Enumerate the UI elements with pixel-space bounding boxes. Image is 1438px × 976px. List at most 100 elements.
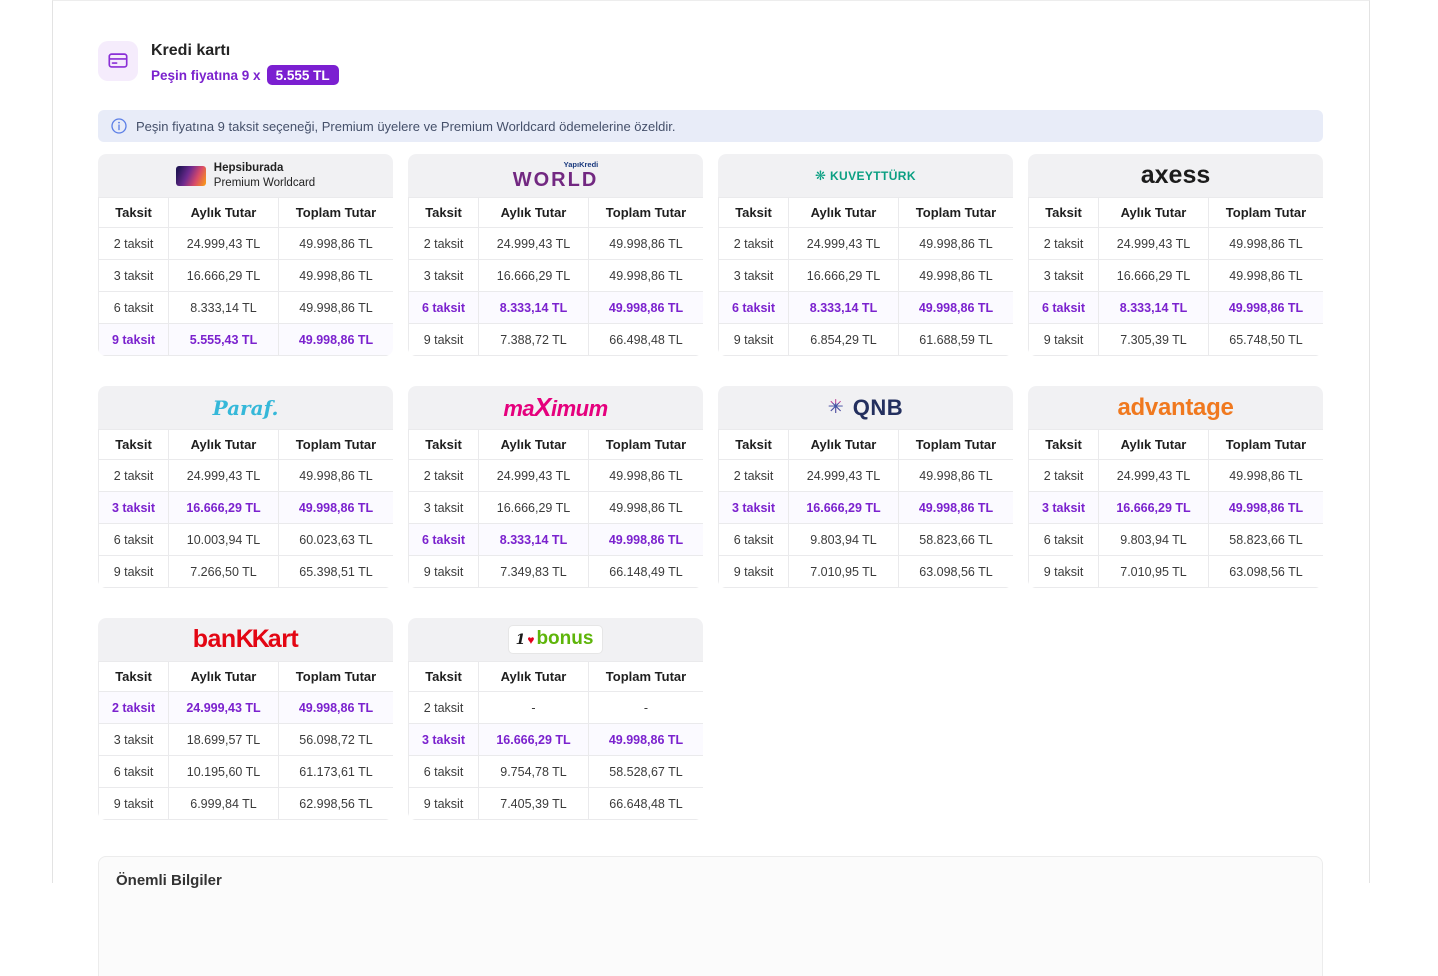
- bank-card-paraf: Paraf. Taksit Aylık Tutar Toplam Tutar 2 tak…: [98, 386, 393, 588]
- taksit-cell: 3 taksit: [718, 491, 789, 524]
- aylik-tutar-cell: 7.305,39 TL: [1098, 323, 1209, 356]
- installment-row: 2 taksit 24.999,43 TL 49.998,86 TL: [98, 227, 393, 260]
- bank-card-premium-worldcard: Hepsiburada Premium Worldcard Taksit Aylık …: [98, 154, 393, 356]
- toplam-tutar-cell: 49.998,86 TL: [588, 259, 703, 292]
- bankkart-logo: banKKart: [193, 625, 299, 654]
- taksit-cell: 9 taksit: [408, 323, 479, 356]
- aylik-tutar-cell: 24.999,43 TL: [478, 459, 589, 492]
- taksit-cell: 2 taksit: [1028, 459, 1099, 492]
- installment-row: 3 taksit 16.666,29 TL 49.998,86 TL: [408, 259, 703, 292]
- aylik-tutar-cell: 8.333,14 TL: [478, 291, 589, 324]
- installment-row: 9 taksit 7.010,95 TL 63.098,56 TL: [1028, 555, 1323, 588]
- taksit-cell: 2 taksit: [718, 459, 789, 492]
- column-header-row: Taksit Aylık Tutar Toplam Tutar: [1028, 197, 1323, 228]
- column-header: Toplam Tutar: [898, 429, 1013, 460]
- installment-price-badge: 5.555 TL: [266, 65, 339, 85]
- logo-line2: Premium Worldcard: [213, 176, 316, 189]
- bank-card-kuveytturk: ❋ KUVEYTTÜRK Taksit Aylık Tutar Toplam Tutar…: [718, 154, 1013, 356]
- column-header-row: Taksit Aylık Tutar Toplam Tutar: [718, 197, 1013, 228]
- column-header: Aylık Tutar: [478, 429, 589, 460]
- installment-row: 2 taksit 24.999,43 TL 49.998,86 TL: [1028, 459, 1323, 492]
- premium-worldcard-logo: Hepsiburada Premium Worldcard: [175, 161, 315, 190]
- toplam-tutar-cell: 49.998,86 TL: [898, 491, 1013, 524]
- taksit-cell: 2 taksit: [408, 691, 479, 724]
- column-header: Taksit: [718, 429, 789, 460]
- taksit-cell: 2 taksit: [98, 227, 169, 260]
- taksit-cell: 9 taksit: [1028, 323, 1099, 356]
- installment-options-panel: Kredi kartı Peşin fiyatına 9 x 5.555 TL …: [52, 0, 1370, 976]
- installment-row: 9 taksit 7.266,50 TL 65.398,51 TL: [98, 555, 393, 588]
- installment-row: 3 taksit 16.666,29 TL 49.998,86 TL: [1028, 259, 1323, 292]
- installment-table-qnb: Taksit Aylık Tutar Toplam Tutar 2 taksit 24.…: [718, 429, 1013, 588]
- taksit-cell: 9 taksit: [718, 555, 789, 588]
- important-info-title: Önemli Bilgiler: [116, 872, 222, 889]
- taksit-cell: 6 taksit: [98, 523, 169, 556]
- aylik-tutar-cell: 16.666,29 TL: [1098, 491, 1209, 524]
- aylik-tutar-cell: 9.754,78 TL: [478, 755, 589, 788]
- installment-table-paraf: Taksit Aylık Tutar Toplam Tutar 2 taksit 24.…: [98, 429, 393, 588]
- toplam-tutar-cell: 58.823,66 TL: [898, 523, 1013, 556]
- taksit-cell: 2 taksit: [98, 459, 169, 492]
- column-header-row: Taksit Aylık Tutar Toplam Tutar: [408, 197, 703, 228]
- aylik-tutar-cell: 7.010,95 TL: [788, 555, 899, 588]
- taksit-cell: 2 taksit: [98, 691, 169, 724]
- toplam-tutar-cell: 56.098,72 TL: [278, 723, 393, 756]
- aylik-tutar-cell: 8.333,14 TL: [168, 291, 279, 324]
- toplam-tutar-cell: 49.998,86 TL: [588, 491, 703, 524]
- column-header: Taksit: [1028, 197, 1099, 228]
- column-header: Taksit: [408, 661, 479, 692]
- installment-row: 2 taksit 24.999,43 TL 49.998,86 TL: [408, 227, 703, 260]
- installment-row: 6 taksit 8.333,14 TL 49.998,86 TL: [1028, 291, 1323, 324]
- toplam-tutar-cell: 49.998,86 TL: [898, 227, 1013, 260]
- aylik-tutar-cell: 16.666,29 TL: [788, 259, 899, 292]
- installment-row: 6 taksit 10.003,94 TL 60.023,63 TL: [98, 523, 393, 556]
- info-icon: [111, 118, 127, 134]
- bonus-logo-area: 1 ♥ bonus: [408, 618, 703, 661]
- taksit-cell: 3 taksit: [408, 259, 479, 292]
- toplam-tutar-cell: 49.998,86 TL: [588, 291, 703, 324]
- taksit-cell: 6 taksit: [1028, 291, 1099, 324]
- column-header: Toplam Tutar: [278, 197, 393, 228]
- maximum-logo-area: maXimum: [408, 386, 703, 429]
- installment-row: 3 taksit 16.666,29 TL 49.998,86 TL: [1028, 491, 1323, 524]
- taksit-cell: 3 taksit: [1028, 259, 1099, 292]
- aylik-tutar-cell: 7.405,39 TL: [478, 787, 589, 820]
- credit-card-icon: [98, 41, 138, 81]
- toplam-tutar-cell: 65.748,50 TL: [1208, 323, 1323, 356]
- column-header: Taksit: [1028, 429, 1099, 460]
- aylik-tutar-cell: 24.999,43 TL: [168, 227, 279, 260]
- taksit-cell: 6 taksit: [408, 755, 479, 788]
- taksit-cell: 2 taksit: [408, 459, 479, 492]
- column-header: Taksit: [98, 197, 169, 228]
- info-banner-text: Peşin fiyatına 9 taksit seçeneği, Premiu…: [136, 118, 676, 134]
- aylik-tutar-cell: 16.666,29 TL: [168, 491, 279, 524]
- logo-text-part: X: [534, 392, 551, 422]
- installment-table-premium-worldcard: Taksit Aylık Tutar Toplam Tutar 2 taksit 24.…: [98, 197, 393, 356]
- column-header: Aylık Tutar: [788, 429, 899, 460]
- column-header: Toplam Tutar: [278, 661, 393, 692]
- toplam-tutar-cell: 49.998,86 TL: [278, 459, 393, 492]
- bank-card-bonus: 1 ♥ bonus Taksit Aylık Tutar Toplam Tutar 2 ta…: [408, 618, 703, 820]
- column-header: Taksit: [98, 429, 169, 460]
- premium-worldcard-logo-text: Hepsiburada Premium Worldcard: [214, 161, 315, 190]
- toplam-tutar-cell: 49.998,86 TL: [1208, 291, 1323, 324]
- column-header: Toplam Tutar: [588, 429, 703, 460]
- column-header: Taksit: [718, 197, 789, 228]
- taksit-cell: 9 taksit: [98, 555, 169, 588]
- page-title: Kredi kartı: [151, 42, 231, 59]
- aylik-tutar-cell: 10.195,60 TL: [168, 755, 279, 788]
- toplam-tutar-cell: 49.998,86 TL: [1208, 259, 1323, 292]
- kuveytturk-logo-area: ❋ KUVEYTTÜRK: [718, 154, 1013, 197]
- aylik-tutar-cell: 7.010,95 TL: [1098, 555, 1209, 588]
- installment-row: 2 taksit 24.999,43 TL 49.998,86 TL: [408, 459, 703, 492]
- bank-card-axess: axess Taksit Aylık Tutar Toplam Tutar 2 taks…: [1028, 154, 1323, 356]
- toplam-tutar-cell: 61.688,59 TL: [898, 323, 1013, 356]
- world-logo: YapıKredi WORLD: [513, 161, 599, 190]
- heart-icon: ♥: [527, 633, 535, 647]
- installment-row: 3 taksit 16.666,29 TL 49.998,86 TL: [408, 491, 703, 524]
- info-banner: Peşin fiyatına 9 taksit seçeneği, Premiu…: [98, 110, 1323, 142]
- aylik-tutar-cell: 8.333,14 TL: [788, 291, 899, 324]
- taksit-cell: 6 taksit: [718, 523, 789, 556]
- toplam-tutar-cell: 65.398,51 TL: [278, 555, 393, 588]
- toplam-tutar-cell: 66.648,48 TL: [588, 787, 703, 820]
